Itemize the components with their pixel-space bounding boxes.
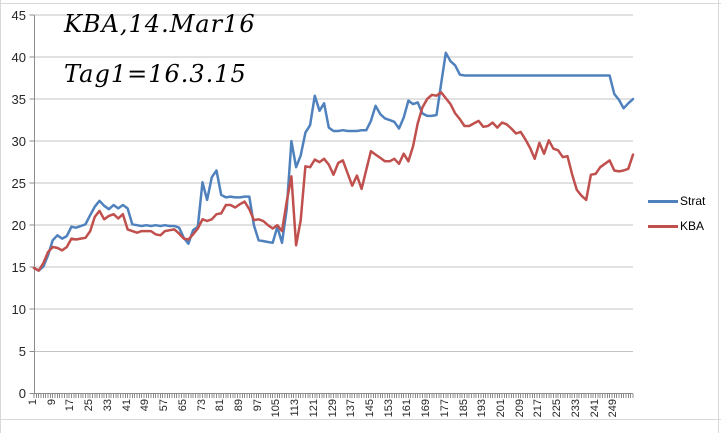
x-tick-label: 65 xyxy=(176,399,189,412)
legend-item-kba: KBA xyxy=(648,219,705,233)
x-tick-label: 161 xyxy=(401,399,414,418)
x-tick-label: 17 xyxy=(64,399,77,412)
x-tick-label: 25 xyxy=(83,399,96,412)
x-tick-label: 209 xyxy=(513,399,526,418)
legend-item-strat: Strat xyxy=(648,194,705,208)
x-tick-label: 225 xyxy=(551,399,564,418)
kba-line-swatch xyxy=(648,224,678,228)
legend-label-strat: Strat xyxy=(680,194,706,208)
chart-annotation-title: KBA,14.Mar16 xyxy=(64,10,256,38)
x-tick-label: 113 xyxy=(289,399,302,417)
chart-legend: Strat KBA xyxy=(648,194,705,244)
x-tick-label: 145 xyxy=(363,399,376,418)
series-line-kba xyxy=(32,91,635,272)
y-tick-label: 10 xyxy=(11,301,26,317)
y-tick-label: 20 xyxy=(11,217,26,233)
x-tick-label: 121 xyxy=(307,399,320,418)
x-tick-label: 137 xyxy=(345,399,358,418)
y-tick-label: 35 xyxy=(11,91,26,107)
series-line-strat xyxy=(32,51,635,272)
x-tick-label: 249 xyxy=(607,399,620,418)
legend-label-kba: KBA xyxy=(680,219,705,233)
y-tick-label: 40 xyxy=(11,49,26,65)
x-tick-label: 185 xyxy=(457,399,470,418)
x-tick-label: 177 xyxy=(438,399,451,418)
x-tick-label: 193 xyxy=(476,399,489,418)
x-tick-label: 57 xyxy=(158,399,170,412)
x-tick-label: 81 xyxy=(214,399,227,412)
y-tick-label: 45 xyxy=(11,7,26,23)
y-tick-label: 15 xyxy=(11,259,26,275)
x-tick-label: 169 xyxy=(420,399,433,418)
axes xyxy=(29,14,634,398)
x-tick-label: 97 xyxy=(251,399,264,412)
x-tick-label: 41 xyxy=(120,399,133,412)
chart-annotation-subtitle: Tag1=16.3.15 xyxy=(64,60,247,88)
strat-line-swatch xyxy=(648,199,678,203)
x-tick-label: 201 xyxy=(495,399,507,418)
y-tick-label: 5 xyxy=(18,343,26,359)
plot-gridlines xyxy=(34,14,633,352)
x-tick-label: 1 xyxy=(27,399,39,406)
x-tick-label: 233 xyxy=(569,399,582,418)
x-tick-label: 9 xyxy=(45,399,58,406)
x-tick-label: 73 xyxy=(195,399,208,412)
x-tick-label: 89 xyxy=(232,399,245,412)
x-tick-label: 49 xyxy=(139,399,152,412)
x-tick-label: 217 xyxy=(532,399,545,418)
x-tick-label: 241 xyxy=(588,399,601,418)
y-tick-label: 30 xyxy=(11,133,26,149)
x-tick-label: 33 xyxy=(101,399,114,412)
x-tick-label: 129 xyxy=(326,399,339,418)
y-tick-label: 0 xyxy=(18,385,26,401)
x-tick-label: 105 xyxy=(270,399,283,418)
y-tick-label: 25 xyxy=(11,175,26,191)
x-tick-label: 153 xyxy=(382,399,395,418)
